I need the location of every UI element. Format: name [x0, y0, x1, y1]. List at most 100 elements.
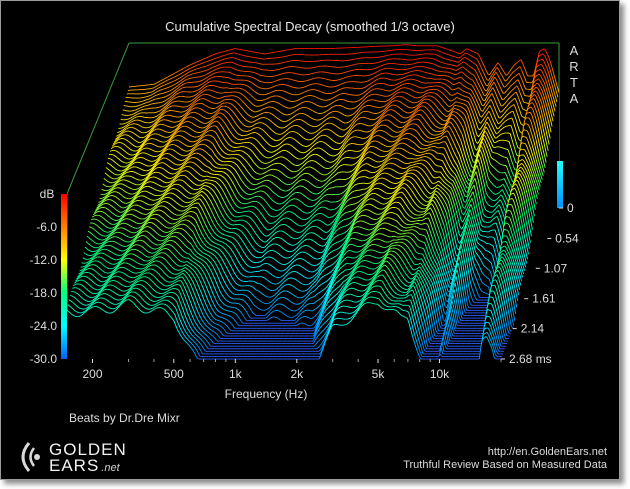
- slice-segment: [456, 87, 459, 89]
- slice-segment: [163, 100, 166, 102]
- slice-segment: [300, 119, 303, 121]
- slice-segment: [216, 85, 219, 88]
- slice-segment: [512, 64, 515, 68]
- slice-segment: [545, 101, 548, 108]
- slice-segment: [473, 87, 476, 92]
- slice-segment: [201, 66, 204, 68]
- slice-segment: [549, 125, 552, 133]
- slice-segment: [481, 83, 484, 87]
- slice-segment: [159, 83, 162, 85]
- slice-segment: [284, 98, 287, 101]
- slice-segment: [521, 69, 524, 75]
- slice-segment: [474, 51, 477, 54]
- slice-segment: [201, 58, 204, 61]
- slice-segment: [535, 65, 539, 68]
- slice-segment: [184, 79, 187, 82]
- slice-segment: [176, 81, 180, 84]
- slice-segment: [165, 99, 168, 101]
- slice-segment: [335, 95, 338, 97]
- slice-segment: [473, 68, 476, 71]
- slice-segment: [209, 74, 212, 77]
- slice-segment: [132, 117, 135, 120]
- slice-segment: [462, 94, 465, 97]
- slice-segment: [263, 112, 266, 114]
- slice-segment: [219, 51, 222, 54]
- slice-segment: [200, 131, 203, 133]
- slice-segment: [176, 78, 179, 81]
- slice-segment: [201, 70, 204, 73]
- slice-segment: [178, 69, 181, 72]
- slice-segment: [340, 88, 342, 90]
- slice-segment: [221, 96, 223, 99]
- slice-segment: [490, 77, 493, 81]
- slice-segment: [310, 125, 313, 127]
- slice-segment: [445, 53, 448, 55]
- slice-segment: [537, 55, 541, 58]
- slice-segment: [346, 121, 349, 124]
- slice-segment: [399, 87, 402, 90]
- slice-segment: [459, 88, 462, 91]
- slice-segment: [288, 85, 291, 87]
- slice-segment: [531, 92, 534, 95]
- slice-segment: [551, 68, 555, 75]
- slice-segment: [279, 96, 282, 98]
- slice-segment: [154, 94, 157, 97]
- slice-segment: [167, 125, 170, 128]
- slice-segment: [451, 72, 454, 75]
- slice-segment: [483, 102, 486, 107]
- slice-segment: [544, 55, 547, 60]
- slice-segment: [316, 125, 319, 127]
- slice-segment: [209, 63, 212, 66]
- slice-segment: [498, 77, 502, 81]
- slice-segment: [236, 53, 239, 55]
- slice-segment: [339, 93, 341, 96]
- slice-segment: [376, 70, 379, 73]
- slice-segment: [274, 80, 277, 82]
- slice-segment: [241, 94, 245, 97]
- slice-segment: [134, 116, 137, 119]
- slice-segment: [542, 79, 545, 83]
- slice-segment: [368, 111, 371, 113]
- chart-frame: dB -6.0 -12.0 -18.0 -24.0 -30.0 200 500 1k 2k 5k 10…: [0, 0, 620, 480]
- slice-segment: [511, 99, 514, 102]
- slice-segment: [133, 119, 136, 122]
- slice-segment: [493, 121, 496, 126]
- slice-segment: [246, 80, 249, 82]
- slice-segment: [467, 87, 470, 90]
- slice-segment: [450, 77, 453, 79]
- slice-segment: [349, 114, 352, 117]
- slice-segment: [460, 76, 463, 79]
- slice-segment: [292, 79, 295, 81]
- slice-segment: [282, 90, 285, 92]
- slice-segment: [176, 70, 179, 73]
- slice-segment: [435, 59, 438, 61]
- slice-segment: [209, 107, 211, 109]
- slice-segment: [453, 50, 455, 53]
- slice-segment: [385, 83, 388, 86]
- slice-segment: [474, 103, 478, 108]
- slice-segment: [504, 101, 507, 105]
- slice-segment: [386, 78, 389, 80]
- slice-segment: [201, 88, 204, 91]
- slice-segment: [290, 137, 293, 139]
- slice-segment: [548, 131, 551, 139]
- slice-segment: [459, 59, 462, 62]
- slice-segment: [469, 59, 472, 62]
- slice-segment: [194, 90, 197, 92]
- slice-segment: [426, 89, 429, 92]
- slice-segment: [204, 57, 207, 59]
- slice-segment: [399, 78, 402, 80]
- slice-segment: [180, 81, 183, 84]
- slice-segment: [156, 133, 159, 136]
- slice-segment: [267, 97, 270, 99]
- slice-segment: [248, 121, 251, 123]
- slice-segment: [485, 92, 488, 97]
- slice-segment: [205, 60, 208, 63]
- slice-segment: [521, 80, 525, 85]
- slice-segment: [259, 109, 262, 112]
- slice-segment: [359, 98, 362, 101]
- slice-segment: [178, 88, 181, 91]
- slice-segment: [536, 69, 539, 72]
- slice-segment: [279, 78, 282, 81]
- slice-segment: [319, 118, 322, 121]
